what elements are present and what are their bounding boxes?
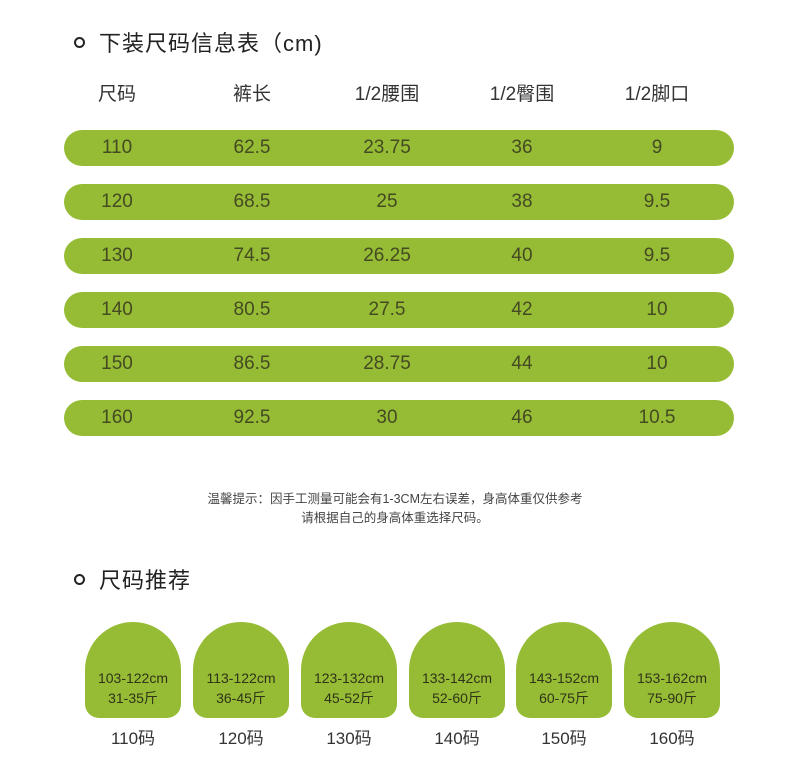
cell-hip: 36 (511, 137, 533, 158)
header-length: 裤长 (232, 84, 271, 105)
recommend-size-label: 120码 (218, 729, 264, 748)
table-header: 尺码 裤长 1/2腰围 1/2臀围 1/2脚口 (64, 77, 734, 113)
recommend-height: 113-122cm (206, 670, 276, 686)
cell-leg-opening: 10 (646, 353, 668, 374)
cell-leg-opening: 9.5 (643, 245, 671, 266)
recommend-title: 尺码推荐 (74, 563, 191, 595)
cell-leg-opening: 10 (646, 299, 668, 320)
cell-waist: 27.5 (368, 299, 406, 320)
size-table-title: 下装尺码信息表（cm) (74, 26, 323, 58)
recommend-size-label: 150码 (541, 729, 587, 748)
header-size: 尺码 (97, 84, 136, 105)
recommend-height: 123-132cm (313, 670, 385, 686)
recommend-height: 133-142cm (421, 670, 493, 686)
cell-length: 74.5 (233, 245, 271, 266)
cell-size: 120 (101, 191, 133, 212)
cell-hip: 44 (511, 353, 533, 374)
size-recommend-card: 123-132cm 45-52斤 130码 (301, 622, 397, 749)
recommend-height: 143-152cm (528, 670, 600, 686)
cell-waist: 30 (376, 407, 398, 428)
table-row: 160 92.5 30 46 10.5 (64, 400, 734, 436)
recommend-height: 153-162cm (636, 670, 708, 686)
table-row: 140 80.5 27.5 42 10 (64, 292, 734, 328)
recommend-size-label: 110码 (110, 729, 156, 748)
table-row: 130 74.5 26.25 40 9.5 (64, 238, 734, 274)
size-recommend-card: 153-162cm 75-90斤 160码 (624, 622, 720, 749)
size-recommend-card: 133-142cm 52-60斤 140码 (409, 622, 505, 749)
recommend-size-label: 140码 (434, 729, 480, 748)
recommend-height: 103-122cm (97, 670, 169, 686)
recommend-title-text: 尺码推荐 (99, 568, 192, 593)
recommend-badge: 123-132cm 45-52斤 (301, 622, 397, 718)
recommend-size-label: 160码 (649, 729, 695, 748)
cell-leg-opening: 10.5 (638, 407, 676, 428)
table-row: 120 68.5 25 38 9.5 (64, 184, 734, 220)
recommend-weight: 36-45斤 (216, 690, 266, 706)
cell-length: 86.5 (233, 353, 271, 374)
recommend-badge: 153-162cm 75-90斤 (624, 622, 720, 718)
cell-size: 140 (101, 299, 133, 320)
bullet-circle-icon (74, 573, 85, 585)
notice-line-1: 温馨提示：因手工测量可能会有1-3CM左右误差，身高体重仅供参考 (207, 492, 583, 506)
recommend-badge: 133-142cm 52-60斤 (409, 622, 505, 718)
table-row: 150 86.5 28.75 44 10 (64, 346, 734, 382)
cell-length: 68.5 (233, 191, 271, 212)
bullet-circle-icon (74, 36, 85, 48)
cell-size: 150 (101, 353, 133, 374)
header-leg-opening: 1/2脚口 (624, 84, 690, 105)
notice-line-2: 请根据自己的身高体重选择尺码。 (301, 511, 489, 525)
recommend-badge: 103-122cm 31-35斤 (85, 622, 181, 718)
cell-hip: 38 (511, 191, 533, 212)
recommend-weight: 31-35斤 (108, 690, 158, 706)
cell-waist: 26.25 (363, 245, 411, 266)
cell-waist: 25 (376, 191, 398, 212)
cell-length: 92.5 (233, 407, 271, 428)
cell-size: 130 (101, 245, 133, 266)
recommend-weight: 52-60斤 (432, 690, 482, 706)
size-recommend-card: 113-122cm 36-45斤 120码 (193, 622, 289, 749)
cell-leg-opening: 9.5 (643, 191, 671, 212)
size-recommend-card: 143-152cm 60-75斤 150码 (516, 622, 612, 749)
header-waist: 1/2腰围 (354, 84, 420, 105)
recommend-size-label: 130码 (326, 729, 372, 748)
measurement-notice: 温馨提示：因手工测量可能会有1-3CM左右误差，身高体重仅供参考 请根据自己的身… (0, 490, 790, 528)
cell-length: 62.5 (233, 137, 271, 158)
cell-waist: 23.75 (363, 137, 411, 158)
cell-size: 160 (101, 407, 133, 428)
recommend-weight: 45-52斤 (324, 690, 374, 706)
size-table-title-text: 下装尺码信息表（cm) (99, 31, 323, 56)
cell-hip: 42 (511, 299, 533, 320)
cell-hip: 40 (511, 245, 533, 266)
size-recommend-card: 103-122cm 31-35斤 110码 (85, 622, 181, 749)
recommend-weight: 60-75斤 (539, 690, 589, 706)
cell-hip: 46 (511, 407, 533, 428)
cell-leg-opening: 9 (651, 137, 663, 158)
table-row: 110 62.5 23.75 36 9 (64, 130, 734, 166)
header-hip: 1/2臀围 (489, 84, 555, 105)
recommend-badge: 113-122cm 36-45斤 (193, 622, 289, 718)
recommend-badge: 143-152cm 60-75斤 (516, 622, 612, 718)
recommend-weight: 75-90斤 (647, 690, 697, 706)
cell-waist: 28.75 (363, 353, 411, 374)
cell-length: 80.5 (233, 299, 271, 320)
cell-size: 110 (101, 137, 133, 158)
